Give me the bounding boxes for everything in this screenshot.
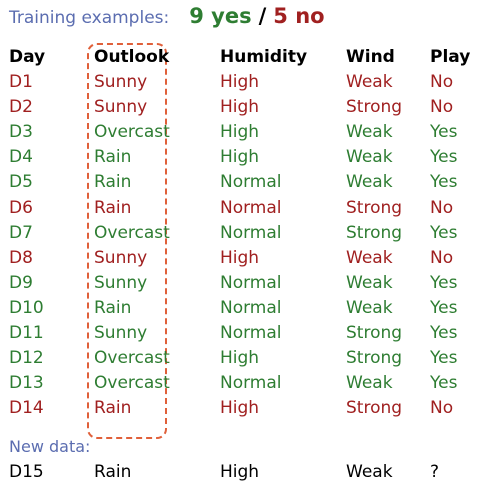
cell-humidity: High [220,97,260,117]
cell-outlook: Rain [94,398,132,418]
cell-day: D6 [9,198,33,218]
training-examples-label: Training examples: [9,8,170,28]
cell-day: D2 [9,97,33,117]
cell-humidity: Normal [220,223,282,243]
cell-humidity: Normal [220,373,282,393]
cell-humidity: Normal [220,323,282,343]
cell-day: D14 [9,398,44,418]
cell-play: Yes [430,273,458,293]
cell-wind: Weak [346,72,393,92]
cell-outlook: Sunny [94,248,148,268]
cell-wind: Strong [346,97,403,117]
cell-outlook: Overcast [94,223,170,243]
cell-humidity: High [220,398,260,418]
new-data-wind: Weak [346,462,393,482]
cell-humidity: Normal [220,273,282,293]
cell-outlook: Sunny [94,97,148,117]
cell-play: Yes [430,348,458,368]
cell-play: Yes [430,122,458,142]
cell-play: Yes [430,373,458,393]
new-data-day: D15 [9,462,44,482]
cell-outlook: Rain [94,298,132,318]
cell-day: D8 [9,248,33,268]
cell-day: D1 [9,72,33,92]
cell-wind: Weak [346,122,393,142]
cell-play: No [430,72,454,92]
cell-day: D11 [9,323,44,343]
cell-play: Yes [430,323,458,343]
cell-play: No [430,248,454,268]
cell-wind: Weak [346,298,393,318]
cell-wind: Weak [346,373,393,393]
cell-wind: Weak [346,248,393,268]
cell-humidity: High [220,147,260,167]
cell-play: No [430,97,454,117]
column-header-play: Play [430,47,471,67]
new-data-outlook: Rain [94,462,132,482]
new-data-label: New data: [9,437,91,456]
cell-wind: Weak [346,172,393,192]
cell-play: Yes [430,172,458,192]
cell-play: No [430,198,454,218]
cell-play: No [430,398,454,418]
cell-humidity: Normal [220,172,282,192]
cell-outlook: Sunny [94,273,148,293]
cell-outlook: Overcast [94,373,170,393]
no-count: 5 no [273,4,325,28]
new-data-play: ? [430,462,440,482]
cell-day: D5 [9,172,33,192]
cell-outlook: Rain [94,172,132,192]
cell-outlook: Overcast [94,122,170,142]
cell-day: D4 [9,147,33,167]
cell-wind: Strong [346,398,403,418]
cell-wind: Weak [346,273,393,293]
training-summary: Training examples: 9 yes / 5 no [9,4,325,34]
cell-day: D3 [9,122,33,142]
cell-outlook: Sunny [94,323,148,343]
cell-humidity: High [220,72,260,92]
cell-day: D10 [9,298,44,318]
cell-play: Yes [430,147,458,167]
cell-wind: Strong [346,348,403,368]
cell-outlook: Rain [94,198,132,218]
cell-wind: Strong [346,198,403,218]
cell-outlook: Overcast [94,348,170,368]
cell-outlook: Sunny [94,72,148,92]
cell-day: D12 [9,348,44,368]
cell-humidity: High [220,248,260,268]
cell-humidity: High [220,348,260,368]
cell-wind: Strong [346,323,403,343]
cell-day: D9 [9,273,33,293]
cell-humidity: High [220,122,260,142]
cell-day: D7 [9,223,33,243]
cell-wind: Strong [346,223,403,243]
cell-humidity: Normal [220,298,282,318]
column-header-humidity: Humidity [220,47,308,67]
cell-day: D13 [9,373,44,393]
cell-outlook: Rain [94,147,132,167]
cell-wind: Weak [346,147,393,167]
column-header-wind: Wind [346,47,395,67]
yes-count: 9 yes [189,4,252,28]
outlook-column-highlight [87,43,167,439]
cell-humidity: Normal [220,198,282,218]
new-data-humidity: High [220,462,260,482]
column-header-day: Day [9,47,46,67]
column-header-outlook: Outlook [94,47,170,67]
cell-play: Yes [430,223,458,243]
cell-play: Yes [430,298,458,318]
count-separator: / [258,4,267,28]
